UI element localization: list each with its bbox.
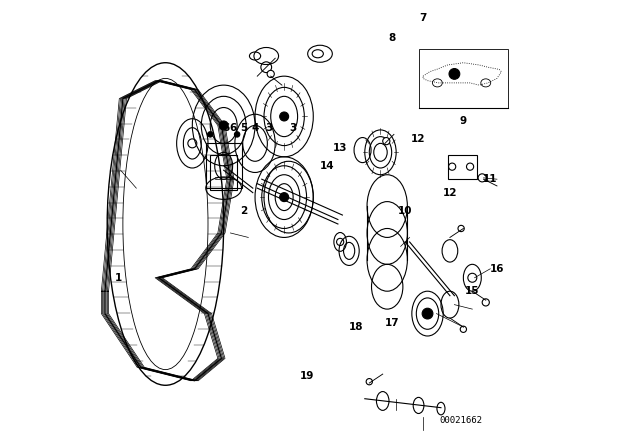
Bar: [419, 49, 508, 108]
Text: 3: 3: [289, 123, 297, 133]
Text: 10: 10: [398, 206, 412, 215]
Circle shape: [460, 326, 467, 332]
Text: 17: 17: [385, 318, 399, 327]
Circle shape: [280, 112, 289, 121]
Text: 5: 5: [240, 123, 248, 133]
Text: 12: 12: [412, 134, 426, 144]
Text: 00021662: 00021662: [440, 416, 483, 425]
Circle shape: [458, 225, 464, 232]
Circle shape: [267, 70, 275, 78]
Text: 6: 6: [222, 123, 230, 133]
Bar: [448, 155, 477, 179]
Text: 12: 12: [443, 188, 457, 198]
Text: 3: 3: [265, 123, 272, 133]
Circle shape: [207, 132, 213, 137]
Circle shape: [482, 299, 490, 306]
Text: 18: 18: [349, 322, 363, 332]
Bar: [210, 155, 237, 190]
Circle shape: [366, 379, 372, 385]
Circle shape: [478, 174, 486, 182]
Text: 6: 6: [229, 123, 236, 133]
Text: 19: 19: [300, 371, 314, 381]
Text: 8: 8: [388, 33, 396, 43]
Circle shape: [280, 193, 289, 202]
Text: 14: 14: [319, 161, 334, 171]
Bar: [206, 143, 242, 188]
Circle shape: [422, 308, 433, 319]
Text: 13: 13: [333, 143, 348, 153]
Circle shape: [383, 138, 390, 145]
Text: 1: 1: [115, 273, 122, 283]
Circle shape: [234, 132, 240, 137]
Circle shape: [449, 69, 460, 79]
Text: 4: 4: [252, 123, 259, 133]
Circle shape: [219, 121, 228, 130]
Text: 16: 16: [490, 264, 504, 274]
Text: 11: 11: [483, 174, 497, 184]
Text: 7: 7: [419, 13, 427, 23]
Text: 15: 15: [465, 286, 479, 296]
Text: 9: 9: [460, 116, 467, 126]
Text: 2: 2: [240, 206, 248, 215]
